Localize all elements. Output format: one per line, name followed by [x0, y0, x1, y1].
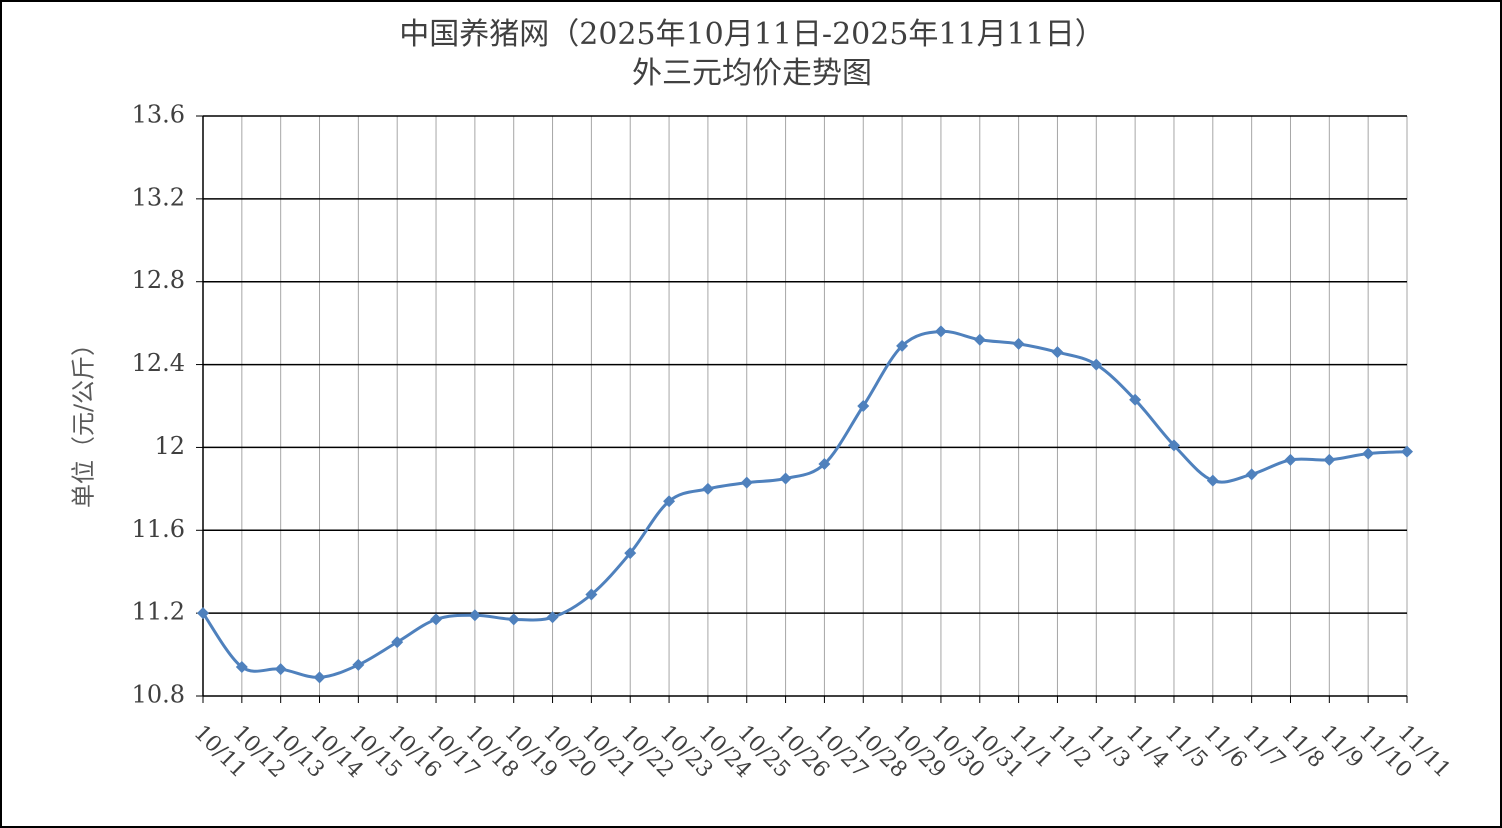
point-marker — [1090, 358, 1103, 371]
y-tick-label: 12 — [154, 432, 185, 460]
y-tick-label: 13.2 — [132, 183, 185, 211]
y-tick-label: 13.6 — [132, 101, 185, 129]
point-marker — [624, 547, 637, 560]
point-marker — [934, 325, 947, 338]
point-marker — [197, 607, 209, 620]
y-tick-label: 10.8 — [132, 681, 185, 709]
point-marker — [1012, 337, 1025, 350]
point-marker — [1051, 346, 1064, 359]
point-marker — [1401, 445, 1413, 458]
point-marker — [1362, 447, 1375, 460]
point-marker — [1284, 453, 1297, 466]
chart-title: 中国养猪网（2025年10月11日-2025年11月11日） — [399, 17, 1105, 52]
point-marker — [391, 636, 404, 649]
point-marker — [313, 671, 326, 684]
point-marker — [352, 658, 365, 671]
point-marker — [779, 472, 792, 485]
point-marker — [468, 609, 481, 622]
chart-subtitle: 外三元均价走势图 — [632, 56, 872, 91]
point-marker — [1323, 453, 1336, 466]
point-marker — [896, 339, 909, 352]
point-marker — [507, 613, 520, 626]
point-marker — [663, 495, 676, 508]
point-marker — [274, 663, 287, 676]
point-marker — [740, 476, 753, 489]
y-tick-label: 12.4 — [132, 349, 185, 377]
point-marker — [585, 588, 598, 601]
y-tick-label: 12.8 — [132, 266, 185, 294]
y-tick-label: 11.6 — [132, 515, 185, 543]
point-marker — [1167, 439, 1180, 452]
point-marker — [857, 400, 870, 412]
point-marker — [430, 613, 443, 626]
point-marker — [1245, 468, 1258, 481]
point-marker — [701, 482, 714, 495]
y-tick-label: 11.2 — [132, 598, 185, 626]
point-marker — [818, 458, 831, 470]
point-marker — [546, 611, 559, 624]
point-marker — [1129, 393, 1142, 406]
point-marker — [1206, 474, 1219, 487]
point-marker — [973, 333, 986, 346]
point-marker — [235, 661, 248, 673]
y-axis-label: 单位（元/公斤） — [70, 332, 98, 508]
